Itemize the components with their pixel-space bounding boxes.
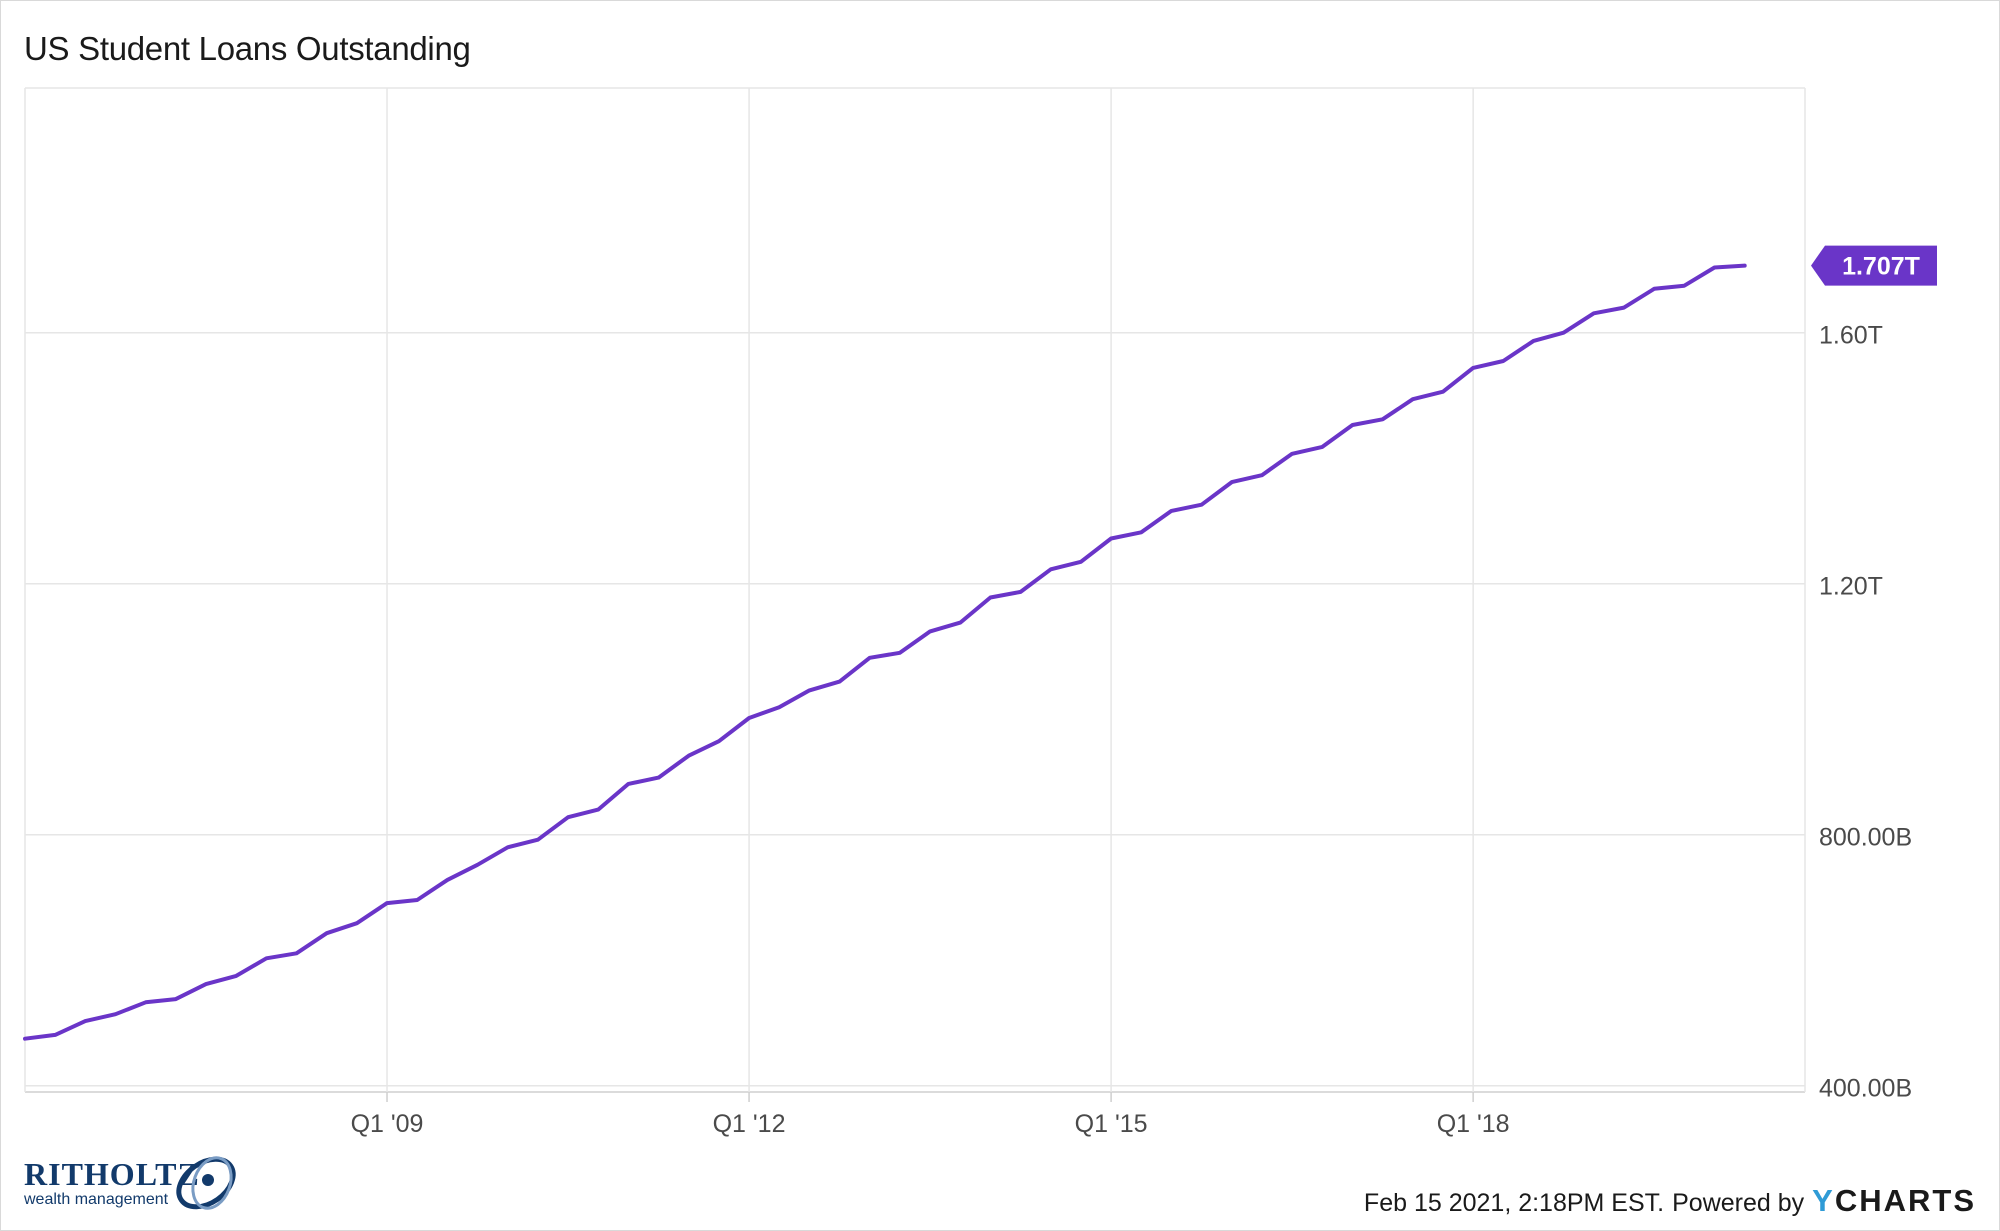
powered-by-label: Powered by [1672, 1189, 1805, 1217]
x-tick-label: Q1 '09 [351, 1110, 424, 1138]
series-line [23, 263, 1747, 1041]
chart-footer: Feb 15 2021, 2:18PM EST. Powered by YCHA… [1364, 1183, 1976, 1219]
timestamp: Feb 15 2021, 2:18PM EST. [1363, 1189, 1665, 1217]
chart-title: US Student Loans Outstanding [24, 30, 471, 67]
brand-tagline: wealth management [24, 1191, 169, 1208]
y-tick-label: 800.00B [1819, 824, 1912, 852]
y-tick-label: 1.20T [1819, 573, 1883, 601]
x-axis-ticks: Q1 '09 Q1 '12 Q1 '15 Q1 '18 [351, 1110, 1510, 1138]
x-tick-label: Q1 '18 [1437, 1110, 1510, 1138]
ritholtz-emblem-icon [176, 1156, 236, 1210]
brand-logo-text: RITHOLTZ wealth management [24, 1158, 200, 1208]
last-value-label: 1.707T [1842, 253, 1920, 281]
y-tick-label: 400.00B [1819, 1075, 1912, 1103]
brand-name: RITHOLTZ [24, 1156, 200, 1192]
last-value-badge-shape [1811, 245, 1937, 286]
x-tick-label: Q1 '12 [713, 1110, 786, 1138]
grid-lines [24, 87, 1806, 1102]
y-tick-label: 1.60T [1819, 322, 1883, 350]
ycharts-logo: YCHARTS [1812, 1183, 1976, 1218]
last-value-badge: 1.707T [1811, 245, 1937, 286]
x-tick-label: Q1 '15 [1075, 1110, 1148, 1138]
series-layer [23, 263, 1747, 1041]
y-axis-ticks: 400.00B 800.00B 1.20T 1.60T [1819, 322, 1912, 1103]
